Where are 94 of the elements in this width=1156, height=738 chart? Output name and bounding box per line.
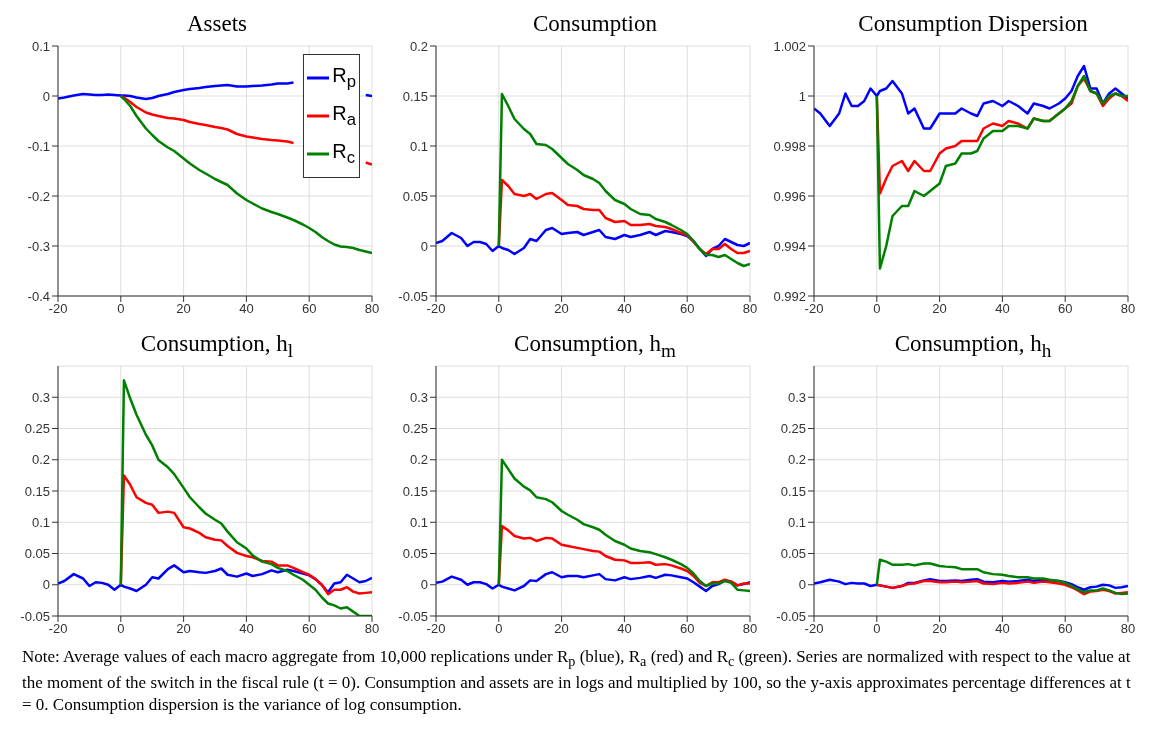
- legend-label: R$_{c}$: [332, 140, 356, 168]
- x-tick-label: 80: [1120, 301, 1136, 317]
- x-tick-label: 40: [617, 301, 632, 317]
- x-tick-label: 20: [932, 621, 947, 637]
- x-tick-label: 20: [176, 621, 191, 637]
- chart-title: Consumption: [533, 11, 657, 36]
- chart-title: Consumption Dispersion: [858, 11, 1088, 36]
- y-tick-label: -0.05: [398, 608, 428, 624]
- y-tick-label: 0.998: [773, 138, 806, 154]
- y-tick-label: -0.05: [398, 288, 428, 304]
- y-tick-label: 0.996: [773, 188, 806, 204]
- y-tick-label: 0.3: [31, 389, 50, 405]
- y-tick-label: -0.05: [776, 608, 806, 624]
- y-tick-label: 0.994: [773, 238, 806, 254]
- y-tick-label: 0.15: [24, 483, 50, 499]
- y-tick-label: 0.25: [780, 421, 806, 437]
- y-tick-label: 1.002: [773, 38, 806, 54]
- x-tick-label: 60: [679, 621, 695, 637]
- chart-title: Consumption, h$_{h}$: [894, 331, 1052, 361]
- y-tick-label: -0.4: [27, 288, 50, 304]
- line-series: [497, 92, 750, 268]
- x-tick-label: 0: [495, 621, 503, 637]
- x-tick-label: 60: [679, 301, 695, 317]
- y-tick-label: 0.25: [24, 421, 50, 437]
- x-tick-label: 20: [554, 301, 569, 317]
- y-tick-label: 0: [798, 577, 806, 593]
- chart-title: Consumption, h$_{l}$: [140, 331, 294, 361]
- y-tick-label: -0.2: [27, 188, 50, 204]
- x-tick-label: -20: [426, 621, 446, 637]
- y-tick-label: -0.3: [27, 238, 50, 254]
- x-tick-label: 0: [873, 621, 881, 637]
- x-tick-label: 40: [995, 621, 1010, 637]
- x-tick-label: -20: [804, 621, 824, 637]
- x-tick-label: 60: [1057, 621, 1073, 637]
- x-tick-label: 80: [364, 301, 380, 317]
- y-tick-label: 0: [42, 577, 50, 593]
- x-tick-label: -20: [48, 621, 68, 637]
- y-tick-label: 0.1: [787, 514, 806, 530]
- x-tick-label: 80: [1120, 621, 1136, 637]
- y-tick-label: 0.15: [402, 88, 428, 104]
- y-tick-label: 0.1: [409, 138, 428, 154]
- y-tick-label: 0.1: [31, 514, 50, 530]
- line-series: [875, 74, 1128, 270]
- x-tick-label: -20: [48, 301, 68, 317]
- y-tick-label: 0.05: [24, 546, 50, 562]
- x-tick-label: -20: [804, 301, 824, 317]
- y-tick-label: 0.05: [402, 188, 428, 204]
- line-series: [497, 458, 750, 593]
- y-tick-label: 0.3: [409, 389, 428, 405]
- line-series: [814, 64, 1128, 130]
- legend-label: R$_{a}$: [332, 102, 356, 130]
- x-tick-label: 60: [301, 621, 317, 637]
- y-tick-label: 0.2: [31, 452, 50, 468]
- y-tick-label: 0.25: [402, 421, 428, 437]
- x-tick-label: -20: [426, 301, 446, 317]
- y-tick-label: 0.15: [780, 483, 806, 499]
- x-tick-label: 20: [176, 301, 191, 317]
- x-tick-label: 0: [495, 301, 503, 317]
- x-tick-label: 80: [364, 621, 380, 637]
- y-tick-label: 0: [42, 88, 50, 104]
- line-series: [875, 558, 1128, 596]
- x-tick-label: 40: [239, 301, 254, 317]
- chart-title: Consumption, h$_{m}$: [514, 331, 676, 361]
- text: Note: Average values of each macro aggregate from 10,000 replications under R$_{p}$ (blue), R$_{a}$ (red) and R$_{c}$ (green). Series are normalized with respect to the value at the moment of the switch in the fiscal rule (t = 0). Consumption and assets are in logs and multiplied by 100, so the y-axis approximates percentage differences at t = 0. Consumption dispersion is the variance of log consumption.: [22, 647, 1131, 715]
- x-tick-label: 0: [117, 621, 125, 637]
- x-tick-label: 0: [873, 301, 881, 317]
- y-tick-label: -0.1: [27, 138, 50, 154]
- y-tick-label: 0.2: [409, 452, 428, 468]
- y-tick-label: 0.2: [409, 38, 428, 54]
- y-tick-label: 0: [420, 577, 428, 593]
- x-tick-label: 40: [995, 301, 1010, 317]
- x-tick-label: 40: [239, 621, 254, 637]
- line-series: [119, 94, 372, 255]
- y-tick-label: 0.05: [780, 546, 806, 562]
- y-tick-label: -0.05: [20, 608, 50, 624]
- y-tick-label: 0.05: [402, 546, 428, 562]
- y-tick-label: 0.1: [409, 514, 428, 530]
- y-tick-label: 0.3: [787, 389, 806, 405]
- x-tick-label: 40: [617, 621, 632, 637]
- x-tick-label: 60: [1057, 301, 1073, 317]
- x-tick-label: 60: [301, 301, 317, 317]
- y-tick-label: 0.992: [773, 288, 806, 304]
- x-tick-label: 20: [932, 301, 947, 317]
- x-tick-label: 80: [742, 301, 758, 317]
- chart-title: Assets: [186, 11, 248, 36]
- x-tick-label: 20: [554, 621, 569, 637]
- legend-label: R$_{p}$: [332, 64, 356, 92]
- y-tick-label: 0.15: [402, 483, 428, 499]
- y-tick-label: 0: [420, 238, 428, 254]
- x-tick-label: 80: [742, 621, 758, 637]
- y-tick-label: 0.1: [31, 38, 50, 54]
- y-tick-label: 1: [798, 88, 806, 104]
- y-tick-label: 0.2: [787, 452, 806, 468]
- x-tick-label: 0: [117, 301, 125, 317]
